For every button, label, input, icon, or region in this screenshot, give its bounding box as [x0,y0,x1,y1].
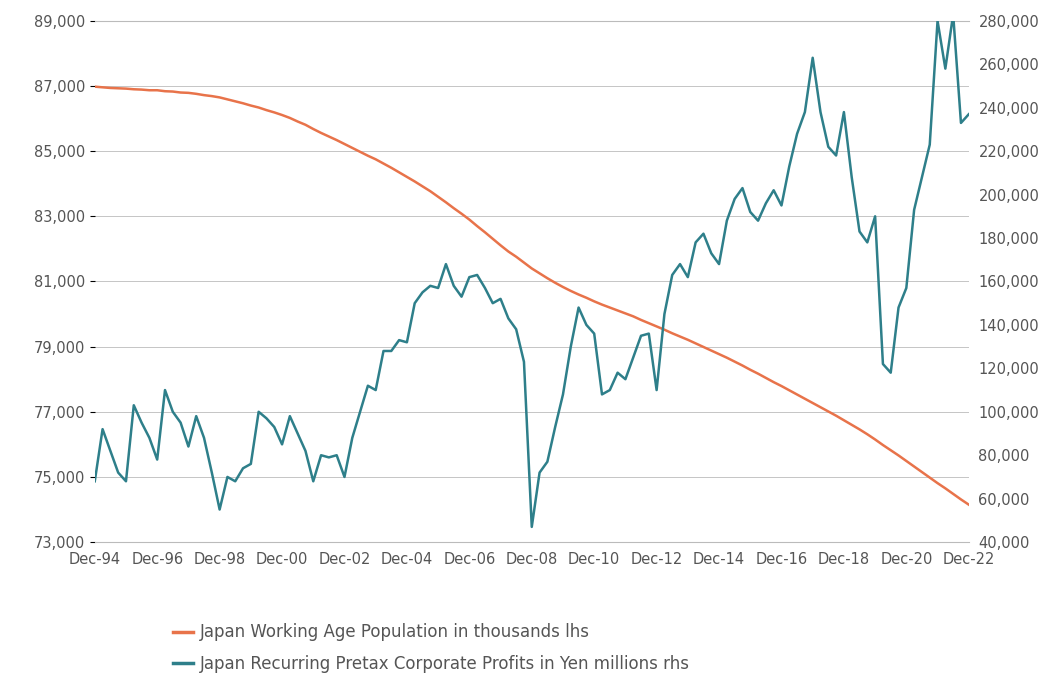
Legend: Japan Working Age Population in thousands lhs, Japan Recurring Pretax Corporate : Japan Working Age Population in thousand… [173,623,690,673]
